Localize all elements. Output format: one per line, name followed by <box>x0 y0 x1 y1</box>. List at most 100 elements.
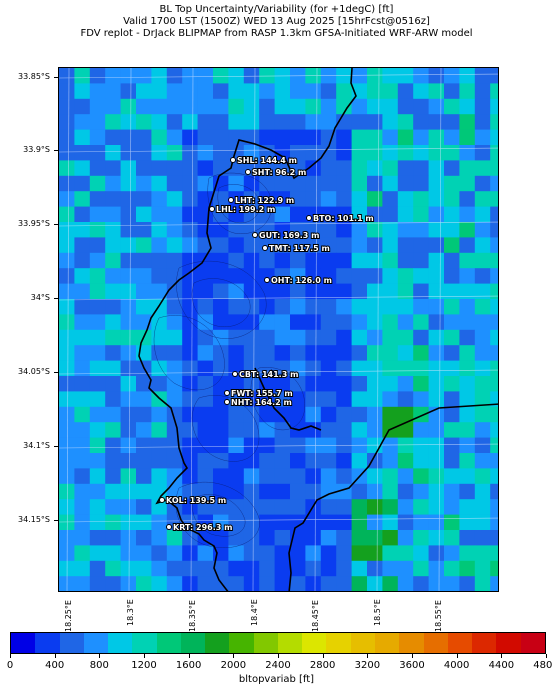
field-cell <box>213 268 229 284</box>
station-marker-lht[interactable] <box>228 197 234 203</box>
field-cell <box>474 483 491 500</box>
station-marker-cbt[interactable] <box>232 371 238 377</box>
field-cell <box>136 268 152 284</box>
station-marker-oht[interactable] <box>264 277 270 283</box>
station-label-nht: NHT: 164.2 m <box>231 398 292 407</box>
field-cell <box>136 437 152 454</box>
field-cell <box>382 68 399 84</box>
field-cell <box>397 83 414 100</box>
field-cell <box>197 129 214 146</box>
field-cell <box>213 406 229 423</box>
station-marker-nht[interactable] <box>224 399 230 405</box>
lon-label-18.35: 18.35°E <box>188 600 197 632</box>
field-cell <box>120 560 137 577</box>
field-cell <box>166 299 183 315</box>
field-cell <box>89 453 106 469</box>
station-marker-shl[interactable] <box>230 157 236 163</box>
field-cell <box>382 468 399 485</box>
field-cell <box>305 129 322 146</box>
field-cell <box>305 514 322 531</box>
field-cell <box>397 468 414 485</box>
field-cell <box>74 345 91 361</box>
field-cell <box>274 468 291 485</box>
field-cell <box>228 252 245 269</box>
field-cell <box>151 499 168 515</box>
field-cell <box>382 222 399 238</box>
field-cell <box>182 83 198 100</box>
field-cell <box>89 268 106 284</box>
field-cell <box>120 360 137 377</box>
field-cell <box>243 252 260 269</box>
field-cell <box>228 114 245 130</box>
field-cell <box>213 191 229 207</box>
colorbar-segment <box>180 633 206 653</box>
field-cell <box>290 468 306 485</box>
field-cell <box>213 283 229 300</box>
field-cell <box>136 68 152 84</box>
field-cell <box>290 175 306 192</box>
field-cell <box>397 191 414 207</box>
field-cell <box>274 483 291 500</box>
field-cell <box>74 391 91 408</box>
field-cell <box>243 422 260 438</box>
field-cell <box>367 468 383 485</box>
field-cell <box>320 98 337 115</box>
field-cell <box>459 160 476 177</box>
station-marker-gut[interactable] <box>252 232 258 238</box>
field-cell <box>305 560 322 577</box>
field-cell <box>120 314 137 331</box>
field-cell <box>382 145 399 161</box>
field-cell <box>151 114 168 130</box>
field-cell <box>413 114 429 130</box>
field-cell <box>474 468 491 485</box>
field-cell <box>397 329 414 346</box>
field-cell <box>136 98 152 115</box>
field-cell <box>428 98 445 115</box>
field-cell <box>213 453 229 469</box>
station-marker-bto[interactable] <box>306 215 312 221</box>
field-cell <box>120 530 137 546</box>
field-cell <box>213 129 229 146</box>
colorbar-tick-label: 800 <box>89 660 109 671</box>
station-marker-tmt[interactable] <box>262 245 268 251</box>
field-cell <box>197 360 214 377</box>
lon-label-18.3: 18.3°E <box>126 599 135 626</box>
field-cell <box>351 114 368 130</box>
station-marker-fwt[interactable] <box>224 390 230 396</box>
field-cell <box>197 514 214 531</box>
lat-label-34: 34°S <box>30 293 50 302</box>
field-cell <box>182 129 198 146</box>
field-cell <box>89 437 106 454</box>
field-cell <box>290 329 306 346</box>
field-cell <box>59 406 75 423</box>
station-marker-krt[interactable] <box>166 524 172 530</box>
field-cell <box>243 499 260 515</box>
colorbar-segment <box>302 633 327 653</box>
field-cell <box>336 560 352 577</box>
field-cell <box>490 114 498 130</box>
field-cell <box>274 283 291 300</box>
field-cell <box>336 545 352 562</box>
field-cell <box>305 299 322 315</box>
field-cell <box>320 222 337 238</box>
field-cell <box>59 360 75 377</box>
map-panel[interactable]: SHL: 144.4 m SHT: 96.2 m LHT: 122.9 m LHL: … <box>58 67 499 592</box>
field-cell <box>490 437 498 454</box>
field-cell <box>474 283 491 300</box>
field-cell <box>151 206 168 223</box>
field-cell <box>120 252 137 269</box>
field-cell <box>89 191 106 207</box>
station-marker-kol[interactable] <box>159 497 165 503</box>
station-marker-sht[interactable] <box>245 169 251 175</box>
field-cell <box>351 545 368 562</box>
lon-label-18.45: 18.45°E <box>311 600 320 632</box>
field-cell <box>320 345 337 361</box>
field-cell <box>213 483 229 500</box>
field-cell <box>367 98 383 115</box>
field-cell <box>305 160 322 177</box>
field-cell <box>444 114 460 130</box>
colorbar-segment <box>472 633 497 653</box>
title-line-1: BL Top Uncertainty/Variability (for +1de… <box>159 4 394 15</box>
station-marker-lhl[interactable] <box>209 206 215 212</box>
field-cell <box>151 530 168 546</box>
